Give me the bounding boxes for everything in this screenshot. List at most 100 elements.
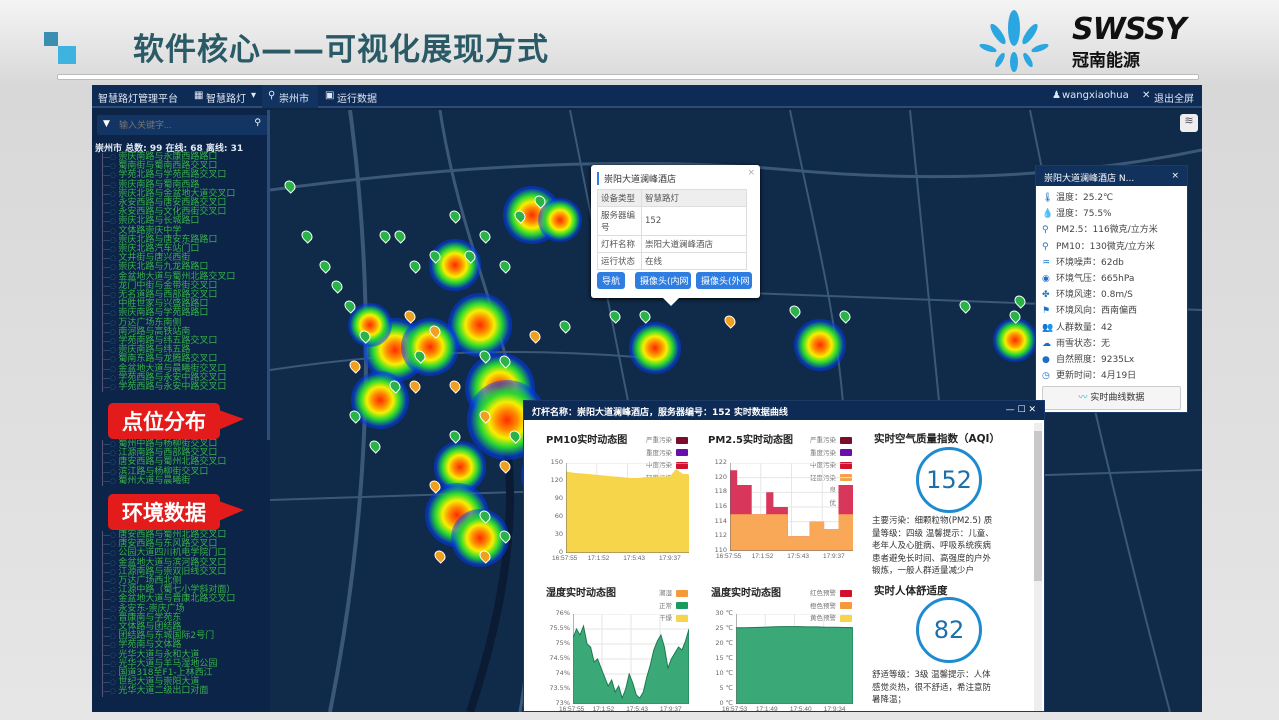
lamp-online-marker[interactable] [787,303,803,319]
tree-item[interactable]: 崇庆北路与长城路口 [102,217,199,227]
tree-item[interactable]: 龙门中街与金带街交叉口 [102,281,217,291]
tree-item[interactable]: 崇庆南路与永康西路路口 [102,152,217,163]
tree-item[interactable]: 永安西路与文化西街交叉口 [102,207,226,218]
tree-item[interactable]: 唐安西路与蜀州北路交叉口 [102,458,226,468]
tree-item[interactable]: 蜀州大道与晨曦街 [102,476,190,486]
lamp-offline-marker[interactable] [347,358,363,374]
lamp-offline-marker[interactable] [722,313,738,329]
tree-item[interactable]: 滨江路与杨柳街交叉口 [102,467,208,477]
tree-item[interactable]: 蜀南街与蜀南西路交叉口 [102,161,217,172]
tree-item[interactable]: 江源南路与崇双旧线交叉口 [102,567,226,577]
tree-item[interactable]: 唐安西路与蜀州北路交叉口 [102,530,226,541]
tree-root[interactable]: 崇州市 总数: 99 在线: 68 离线: 31 [95,144,244,154]
tree-item[interactable]: 金盆地大道与蜀州北路交叉口 [102,272,235,282]
layers-icon[interactable]: ≋ [1180,114,1198,132]
search-input[interactable] [119,117,239,132]
exit-fullscreen[interactable]: 退出全屏 [1154,94,1194,105]
slide-title: 软件核心——可视化展现方式 [133,32,549,68]
lamp-online-marker[interactable] [837,308,853,324]
tree-item[interactable]: 国道318至F1-上林西江 [102,668,213,679]
tree-item[interactable]: 光华大道二级出口对面 [102,687,208,697]
lamp-online-marker[interactable] [477,228,493,244]
close-icon[interactable]: × [1171,171,1179,181]
lamp-online-marker[interactable] [377,228,393,244]
tree-item[interactable]: 崇庆北路与唐安东路路口 [102,235,217,245]
tree-item[interactable]: 文体路与团结路 [102,622,181,633]
grid-icon: ▦ [194,90,204,101]
tree-item[interactable]: 江源南路与西部路交叉口 [102,448,217,459]
tree-item[interactable]: 晋康南与学苑东 [102,613,181,623]
logo-flower-icon [979,10,1049,72]
tree-item[interactable]: 唐安西路与东风路交叉口 [102,539,217,550]
tree-item[interactable]: 团结路与东城国际2号门 [102,631,214,642]
tree-item[interactable]: 南河路与高铁站南 [102,327,190,337]
tree-item[interactable]: 中胜世家与兴盛路路口 [102,299,208,310]
lamp-offline-marker[interactable] [432,548,448,564]
tree-item[interactable]: 世纪大道与崇阳大道 [102,677,199,688]
tree-item[interactable]: 金盆地大道与晋康北路交叉口 [102,595,235,605]
menu-city[interactable]: 崇州市 [279,94,309,105]
tree-item[interactable]: 江源中路（蜀七小学斜对面） [102,585,235,596]
lamp-offline-marker[interactable] [527,328,543,344]
lamp-online-marker[interactable] [282,178,298,194]
tree-item[interactable]: 崇庆南路与学苑路路口 [102,309,208,319]
menu-lamps[interactable]: 智慧路灯 [206,94,246,105]
tree-item[interactable]: 学苑南路与纬五路交叉口 [102,336,217,347]
tree-item[interactable]: 学苑南与文体路 [102,641,181,651]
camera-internet-button[interactable]: 摄像头(外网 [696,272,752,289]
tree-item[interactable]: 金盆地大道与滨河路交叉口 [102,558,226,568]
menu-data[interactable]: 运行数据 [337,94,377,105]
lamp-online-marker[interactable] [557,318,573,334]
tree-item[interactable]: 崇庆北路与金盆地大道交叉口 [102,189,235,199]
realtime-curve-button[interactable]: 〰 实时曲线数据 [1042,386,1181,411]
tree-item[interactable]: 光华大道与羊马湿地公园 [102,659,217,669]
tree-item[interactable]: 无名道路与西部路交叉口 [102,290,217,301]
search-icon[interactable]: ⚲ [254,118,261,128]
scrollbar[interactable] [267,110,270,440]
lamp-online-marker[interactable] [407,258,423,274]
x-tick: 17:5:40 [789,706,812,713]
close-icon[interactable]: × [747,168,755,178]
tree-item[interactable]: 万达广场东南侧 [102,318,181,328]
lamp-online-marker[interactable] [317,258,333,274]
lamp-online-marker[interactable] [497,258,513,274]
lamp-offline-marker[interactable] [407,378,423,394]
camera-intranet-button[interactable]: 摄像头(内网 [635,272,691,289]
magnifier-icon: ⚲ [1042,241,1049,252]
lamp-online-marker[interactable] [1012,293,1028,309]
lamp-online-marker[interactable] [367,438,383,454]
tree-item[interactable]: 学苑北路与学苑西路交叉口 [102,171,226,181]
tree-item[interactable]: 万达广场西北侧 [102,576,181,587]
chart-plot [730,463,853,551]
lamp-online-marker[interactable] [392,228,408,244]
tree-item[interactable]: 文体路崇庆中学 [102,226,181,236]
tree-item[interactable]: 永安东-崇庆广场 [102,604,185,614]
user-menu[interactable]: wangxiaohua [1062,90,1129,101]
lamp-online-marker[interactable] [447,208,463,224]
window-controls[interactable]: — ☐ ✕ [1005,405,1036,415]
noise-icon: ♒ [1042,257,1051,268]
lamp-offline-marker[interactable] [447,378,463,394]
tree-item[interactable]: 蜀州中路与杨柳街交叉口 [102,439,217,450]
tree-item[interactable]: 蜀南东路与龙腾路交叉口 [102,355,217,365]
lamp-online-marker[interactable] [299,228,315,244]
scrollbar[interactable] [1034,423,1042,711]
tree-item[interactable]: 崇庆北路与九龙路路口 [102,263,208,273]
tree-item[interactable]: 文井街与唐兴西街 [102,253,190,264]
lamp-offline-marker[interactable] [497,458,513,474]
lamp-online-marker[interactable] [957,298,973,314]
tree-item[interactable]: 崇庆南路与蜀南西路 [102,180,199,190]
lamp-online-marker[interactable] [329,278,345,294]
tree-item[interactable]: 崇庆北路汽车站门口 [102,244,199,255]
tree-item[interactable]: 光华大道与永和大道 [102,650,199,660]
tree-item[interactable]: 公园大道四川机电学院门口 [102,549,226,559]
navigate-button[interactable]: 导航 [597,272,626,289]
tree-item[interactable]: 金盆地大道与晨曦街交叉口 [102,364,226,374]
tree-item[interactable]: 学苑西路与永安中路交叉口 [102,373,226,383]
tree-item[interactable]: 崇庆南路与纬五路 [102,345,190,356]
tree-item[interactable]: 学苑西路与永安中路交叉口 [102,382,226,393]
tree-item[interactable]: 永安西路与唐安西路交叉口 [102,198,226,209]
search-box[interactable]: ▼ ⚲ [97,115,267,135]
legend-item: 潮湿 [659,587,688,597]
lamp-online-marker[interactable] [607,308,623,324]
